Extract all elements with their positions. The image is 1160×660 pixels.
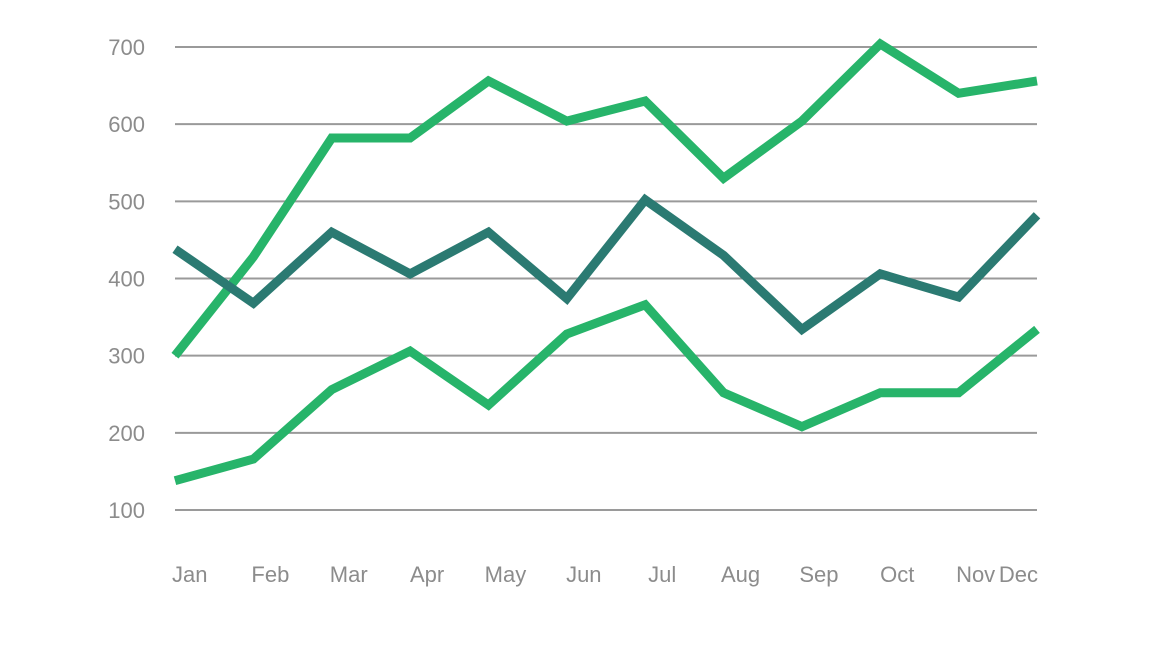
x-tick-label: Dec [999,562,1038,587]
x-tick-label: Apr [410,562,444,587]
series-line-1 [171,38,1038,359]
y-tick-label: 400 [108,267,145,292]
x-tick-label: Nov [956,562,995,587]
y-tick-label: 700 [108,35,145,60]
x-tick-label: Jul [648,562,676,587]
y-tick-label: 600 [108,112,145,137]
y-tick-label: 500 [108,189,145,214]
y-tick-label: 200 [108,421,145,446]
x-tick-label: Feb [251,562,289,587]
y-axis-ticks: 100 200 300 400 500 600 700 [108,35,145,523]
y-tick-label: 300 [108,344,145,369]
x-tick-label: Aug [721,562,760,587]
x-tick-label: May [485,562,527,587]
series-line-3 [173,299,1040,486]
series-lines [171,38,1041,486]
x-tick-label: Mar [330,562,368,587]
x-tick-label: Jan [172,562,207,587]
series-line-2 [172,193,1041,336]
x-tick-label: Jun [566,562,601,587]
x-tick-label: Oct [880,562,914,587]
y-tick-label: 100 [108,498,145,523]
x-tick-label: Sep [799,562,838,587]
grid [175,46,1037,511]
x-axis-ticks: Jan Feb Mar Apr May Jun Jul Aug Sep Oct Nov Dec [172,562,1038,587]
